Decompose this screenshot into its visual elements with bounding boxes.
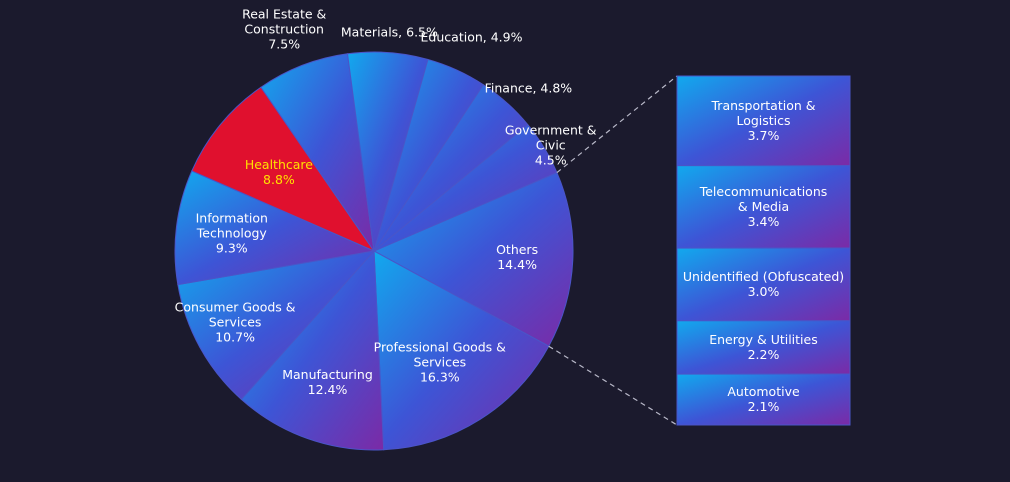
slice-label-healthcare: Healthcare 8.8% <box>245 157 313 187</box>
breakdown-label-telecommunications-and-media: Telecommunications & Media 3.4% <box>699 184 828 229</box>
connector-line-top <box>556 75 678 174</box>
breakdown-label-transportation-and-logistics: Transportation & Logistics 3.7% <box>711 98 816 143</box>
pie-slice-consumer-goods-and-services <box>177 250 376 401</box>
slice-label-professional-goods-and-services: Professional Goods & Services 16.3% <box>374 339 506 384</box>
slice-label-materials: Materials, 6.5% <box>341 25 438 40</box>
pie-slice-others <box>372 171 574 347</box>
slice-label-information-technology: Information Technology 9.3% <box>196 211 268 256</box>
breakdown-segment-automotive <box>676 373 851 426</box>
pie-slice-information-technology <box>174 170 376 286</box>
slice-label-education: Education, 4.9% <box>421 29 523 44</box>
breakdown-bar: Transportation & Logistics 3.7% Telecommuni… <box>676 75 851 426</box>
pie-slice-healthcare <box>191 86 376 253</box>
pie-slices <box>174 51 574 451</box>
breakdown-label-energy-and-utilities: Energy & Utilities 2.2% <box>709 332 818 362</box>
slice-label-consumer-goods-and-services: Consumer Goods & Services 10.7% <box>175 299 296 344</box>
pie-slice-manufacturing <box>240 249 385 451</box>
breakdown-segment-transportation-and-logistics <box>676 75 851 167</box>
slice-label-finance: Finance, 4.8% <box>485 80 573 95</box>
slice-label-manufacturing: Manufacturing 12.4% <box>282 367 373 397</box>
pie-labels: Others 14.4% Professional Goods & Services 1… <box>175 6 597 396</box>
breakdown-segment-energy-and-utilities <box>676 320 851 375</box>
pie-slice-professional-goods-and-services <box>373 250 550 451</box>
slice-label-government-and-civic: Government & Civic 4.5% <box>505 123 597 168</box>
breakdown-label-automotive: Automotive 2.1% <box>727 384 800 414</box>
connector-lines <box>548 75 678 426</box>
breakdown-label-unidentified-obfuscated: Unidentified (Obfuscated) 3.0% <box>683 269 844 299</box>
connector-line-bottom <box>548 345 678 426</box>
breakdown-segment-telecommunications-and-media <box>676 165 851 249</box>
slice-label-real-estate-and-construction: Real Estate & Construction 7.5% <box>242 6 326 51</box>
slice-label-others: Others 14.4% <box>496 242 538 272</box>
